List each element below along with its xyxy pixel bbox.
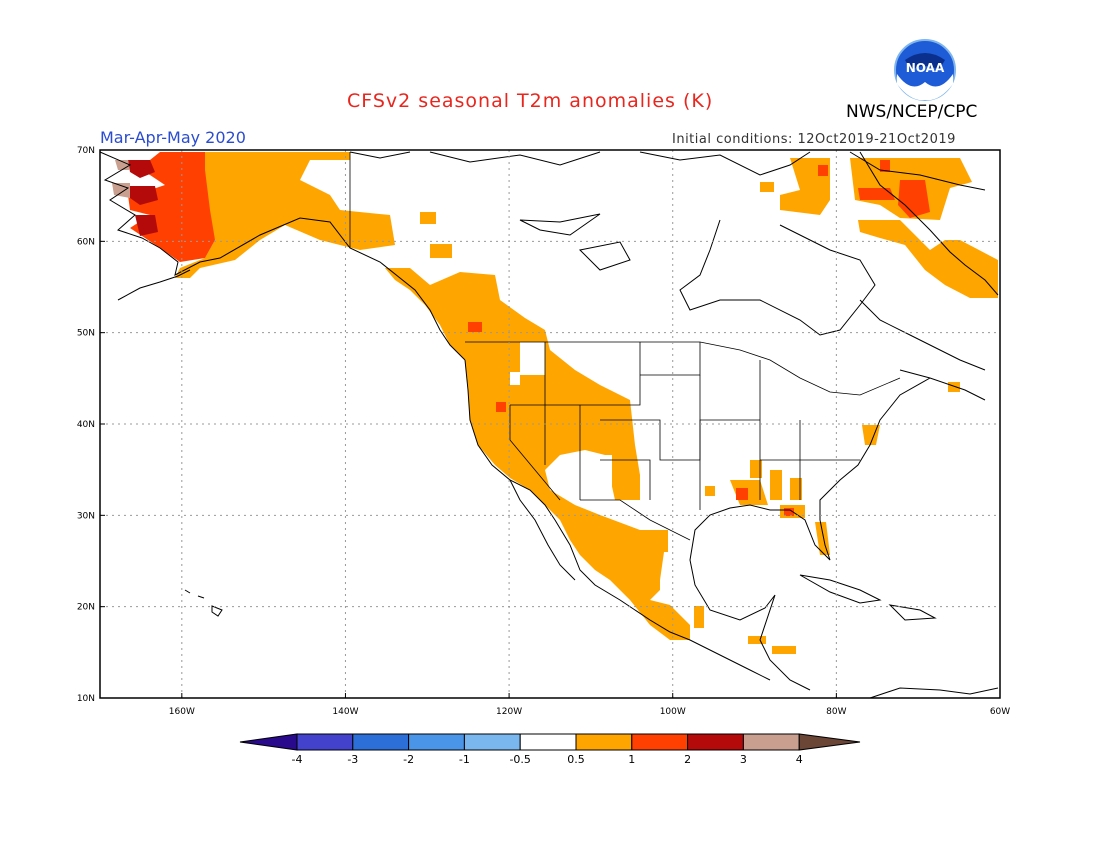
colorbar-tick-label: -0.5: [509, 753, 530, 766]
anomaly-region: [772, 646, 796, 654]
anomaly-region: [694, 606, 704, 628]
colorbar-boxes: [239, 733, 861, 751]
anomaly-region: [135, 215, 158, 236]
coastlines: [99, 151, 999, 699]
anomaly-region: [510, 372, 520, 385]
lat-tick-label: 30N: [77, 511, 95, 521]
anomaly-region: [128, 152, 215, 262]
anomaly-region: [736, 488, 748, 500]
anomaly-region: [468, 322, 482, 332]
anomaly-region: [818, 165, 828, 176]
lon-tick-label: 100W: [660, 707, 686, 717]
colorbar-tick-label: -4: [292, 753, 303, 766]
lat-lon-grid: [100, 150, 1000, 698]
colorbar-tick-label: -3: [347, 753, 358, 766]
anomaly-region: [948, 382, 960, 392]
map-title: CFSv2 seasonal T2m anomalies (K): [347, 90, 714, 112]
lon-tick-label: 80W: [826, 707, 846, 717]
anomaly-region: [858, 188, 895, 200]
anomaly-region: [760, 182, 774, 192]
colorbar-box: [519, 733, 577, 751]
anomaly-region: [780, 158, 830, 215]
colorbar-box: [742, 733, 800, 751]
colorbar-box: [687, 733, 744, 751]
lon-tick-label: 60W: [990, 707, 1010, 717]
agency-label: NWS/NCEP/CPC: [846, 102, 978, 122]
season-label: Mar-Apr-May 2020: [100, 128, 246, 147]
lat-tick-label: 40N: [77, 420, 95, 430]
latitude-labels: 70N 60N 50N 40N 30N 20N 10N: [77, 146, 105, 704]
colorbar-tick-label: -1: [459, 753, 470, 766]
colorbar-box: [296, 733, 354, 751]
anomaly-region: [790, 478, 802, 500]
political-borders: [349, 152, 901, 541]
lon-tick-label: 140W: [332, 707, 358, 717]
anomaly-region: [750, 460, 762, 478]
anomaly-region: [385, 268, 690, 640]
anomaly-region: [130, 186, 158, 205]
lat-tick-label: 10N: [77, 694, 95, 704]
noaa-logo-text: NOAA: [906, 61, 945, 75]
lon-tick-label: 160W: [169, 707, 195, 717]
anomaly-region: [496, 402, 506, 412]
colorbar-box: [575, 733, 633, 751]
anomaly-region: [858, 220, 998, 298]
anomaly-region: [866, 432, 874, 440]
anomaly-region: [160, 152, 395, 278]
anomaly-region: [520, 342, 545, 375]
colorbar-box: [631, 733, 689, 751]
colorbar-tick-label: -2: [403, 753, 414, 766]
lat-tick-label: 50N: [77, 329, 95, 339]
colorbar-arrow-high: [798, 733, 861, 751]
lat-tick-label: 70N: [77, 146, 95, 156]
colorbar-tick-label: 2: [684, 753, 691, 766]
lon-tick-label: 120W: [496, 707, 522, 717]
anomaly-region: [560, 455, 590, 488]
colorbar-labels: -4 -3 -2 -1 -0.5 0.5 1 2 3 4: [292, 753, 803, 766]
lat-tick-label: 60N: [77, 237, 95, 247]
anomaly-region: [705, 486, 715, 496]
anomaly-region: [770, 470, 782, 500]
lat-tick-label: 20N: [77, 603, 95, 613]
colorbar-tick-label: 1: [628, 753, 635, 766]
longitude-labels: 160W 140W 120W 100W 80W 60W: [169, 693, 1010, 717]
anomaly-region: [628, 530, 668, 580]
anomaly-region: [880, 160, 890, 172]
colorbar-tick-label: 0.5: [567, 753, 585, 766]
colorbar-tick-label: 4: [796, 753, 803, 766]
colorbar-box: [352, 733, 410, 751]
anomaly-region: [128, 160, 155, 178]
colorbar-tick-label: 3: [740, 753, 747, 766]
anomaly-region: [600, 455, 612, 500]
anomaly-region: [420, 212, 436, 224]
colorbar-box: [408, 733, 465, 751]
anomaly-region: [815, 522, 830, 555]
colorbar-box: [463, 733, 521, 751]
anomaly-region: [430, 244, 452, 258]
anomaly-region: [898, 180, 930, 218]
initial-conditions-label: Initial conditions: 12Oct2019-21Oct2019: [672, 132, 956, 147]
colorbar-arrow-low: [239, 733, 298, 751]
noaa-logo: NOAA: [894, 39, 956, 101]
